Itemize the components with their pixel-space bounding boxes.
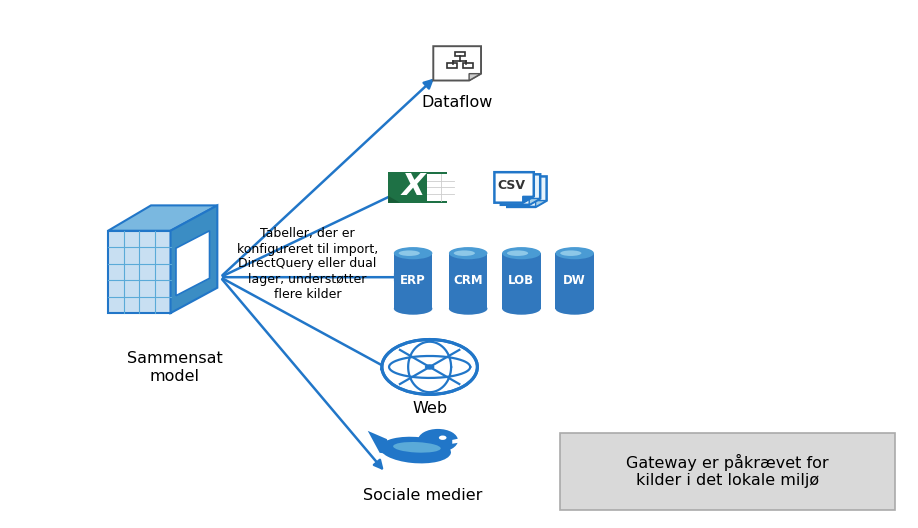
Ellipse shape bbox=[449, 303, 487, 315]
Text: Sammensat
model: Sammensat model bbox=[127, 351, 222, 383]
FancyBboxPatch shape bbox=[427, 174, 453, 201]
Polygon shape bbox=[171, 205, 218, 313]
Ellipse shape bbox=[394, 303, 432, 315]
Text: ERP: ERP bbox=[400, 275, 426, 287]
Polygon shape bbox=[495, 172, 533, 203]
Polygon shape bbox=[176, 231, 209, 296]
Polygon shape bbox=[535, 201, 546, 207]
Polygon shape bbox=[433, 46, 481, 80]
Text: CRM: CRM bbox=[453, 275, 483, 287]
Circle shape bbox=[382, 340, 477, 394]
Ellipse shape bbox=[502, 247, 541, 259]
Ellipse shape bbox=[560, 250, 581, 256]
Text: CSV: CSV bbox=[498, 180, 525, 192]
Text: Web: Web bbox=[412, 401, 447, 416]
FancyBboxPatch shape bbox=[560, 433, 895, 510]
Polygon shape bbox=[368, 431, 392, 454]
Polygon shape bbox=[469, 73, 481, 80]
Ellipse shape bbox=[555, 247, 594, 259]
Text: Tabeller, der er
konfigureret til import,
DirectQuery eller dual
lager, understø: Tabeller, der er konfigureret til import… bbox=[237, 228, 378, 300]
Polygon shape bbox=[388, 196, 400, 203]
Ellipse shape bbox=[393, 442, 441, 452]
Text: LOB: LOB bbox=[509, 275, 534, 287]
Polygon shape bbox=[522, 196, 533, 203]
Text: Sociale medier: Sociale medier bbox=[363, 488, 482, 503]
Ellipse shape bbox=[394, 247, 432, 259]
Polygon shape bbox=[508, 176, 546, 207]
Ellipse shape bbox=[502, 303, 541, 315]
Ellipse shape bbox=[507, 250, 528, 256]
Polygon shape bbox=[108, 231, 171, 313]
Polygon shape bbox=[501, 174, 540, 205]
Ellipse shape bbox=[449, 247, 487, 259]
Ellipse shape bbox=[453, 250, 475, 256]
FancyBboxPatch shape bbox=[388, 172, 447, 203]
Polygon shape bbox=[108, 205, 218, 231]
Circle shape bbox=[425, 364, 434, 370]
Text: Dataflow: Dataflow bbox=[421, 95, 493, 110]
Ellipse shape bbox=[398, 250, 420, 256]
Circle shape bbox=[418, 429, 458, 452]
FancyBboxPatch shape bbox=[555, 253, 594, 308]
Ellipse shape bbox=[555, 303, 594, 315]
FancyBboxPatch shape bbox=[502, 253, 541, 308]
Text: Gateway er påkrævet for
kilder i det lokale miljø: Gateway er påkrævet for kilder i det lok… bbox=[626, 454, 829, 488]
Text: DW: DW bbox=[564, 275, 586, 287]
Polygon shape bbox=[453, 436, 469, 444]
FancyBboxPatch shape bbox=[449, 253, 487, 308]
Ellipse shape bbox=[380, 437, 451, 464]
Text: X: X bbox=[402, 173, 425, 201]
Polygon shape bbox=[529, 199, 540, 205]
Circle shape bbox=[439, 436, 446, 440]
FancyBboxPatch shape bbox=[394, 253, 432, 308]
